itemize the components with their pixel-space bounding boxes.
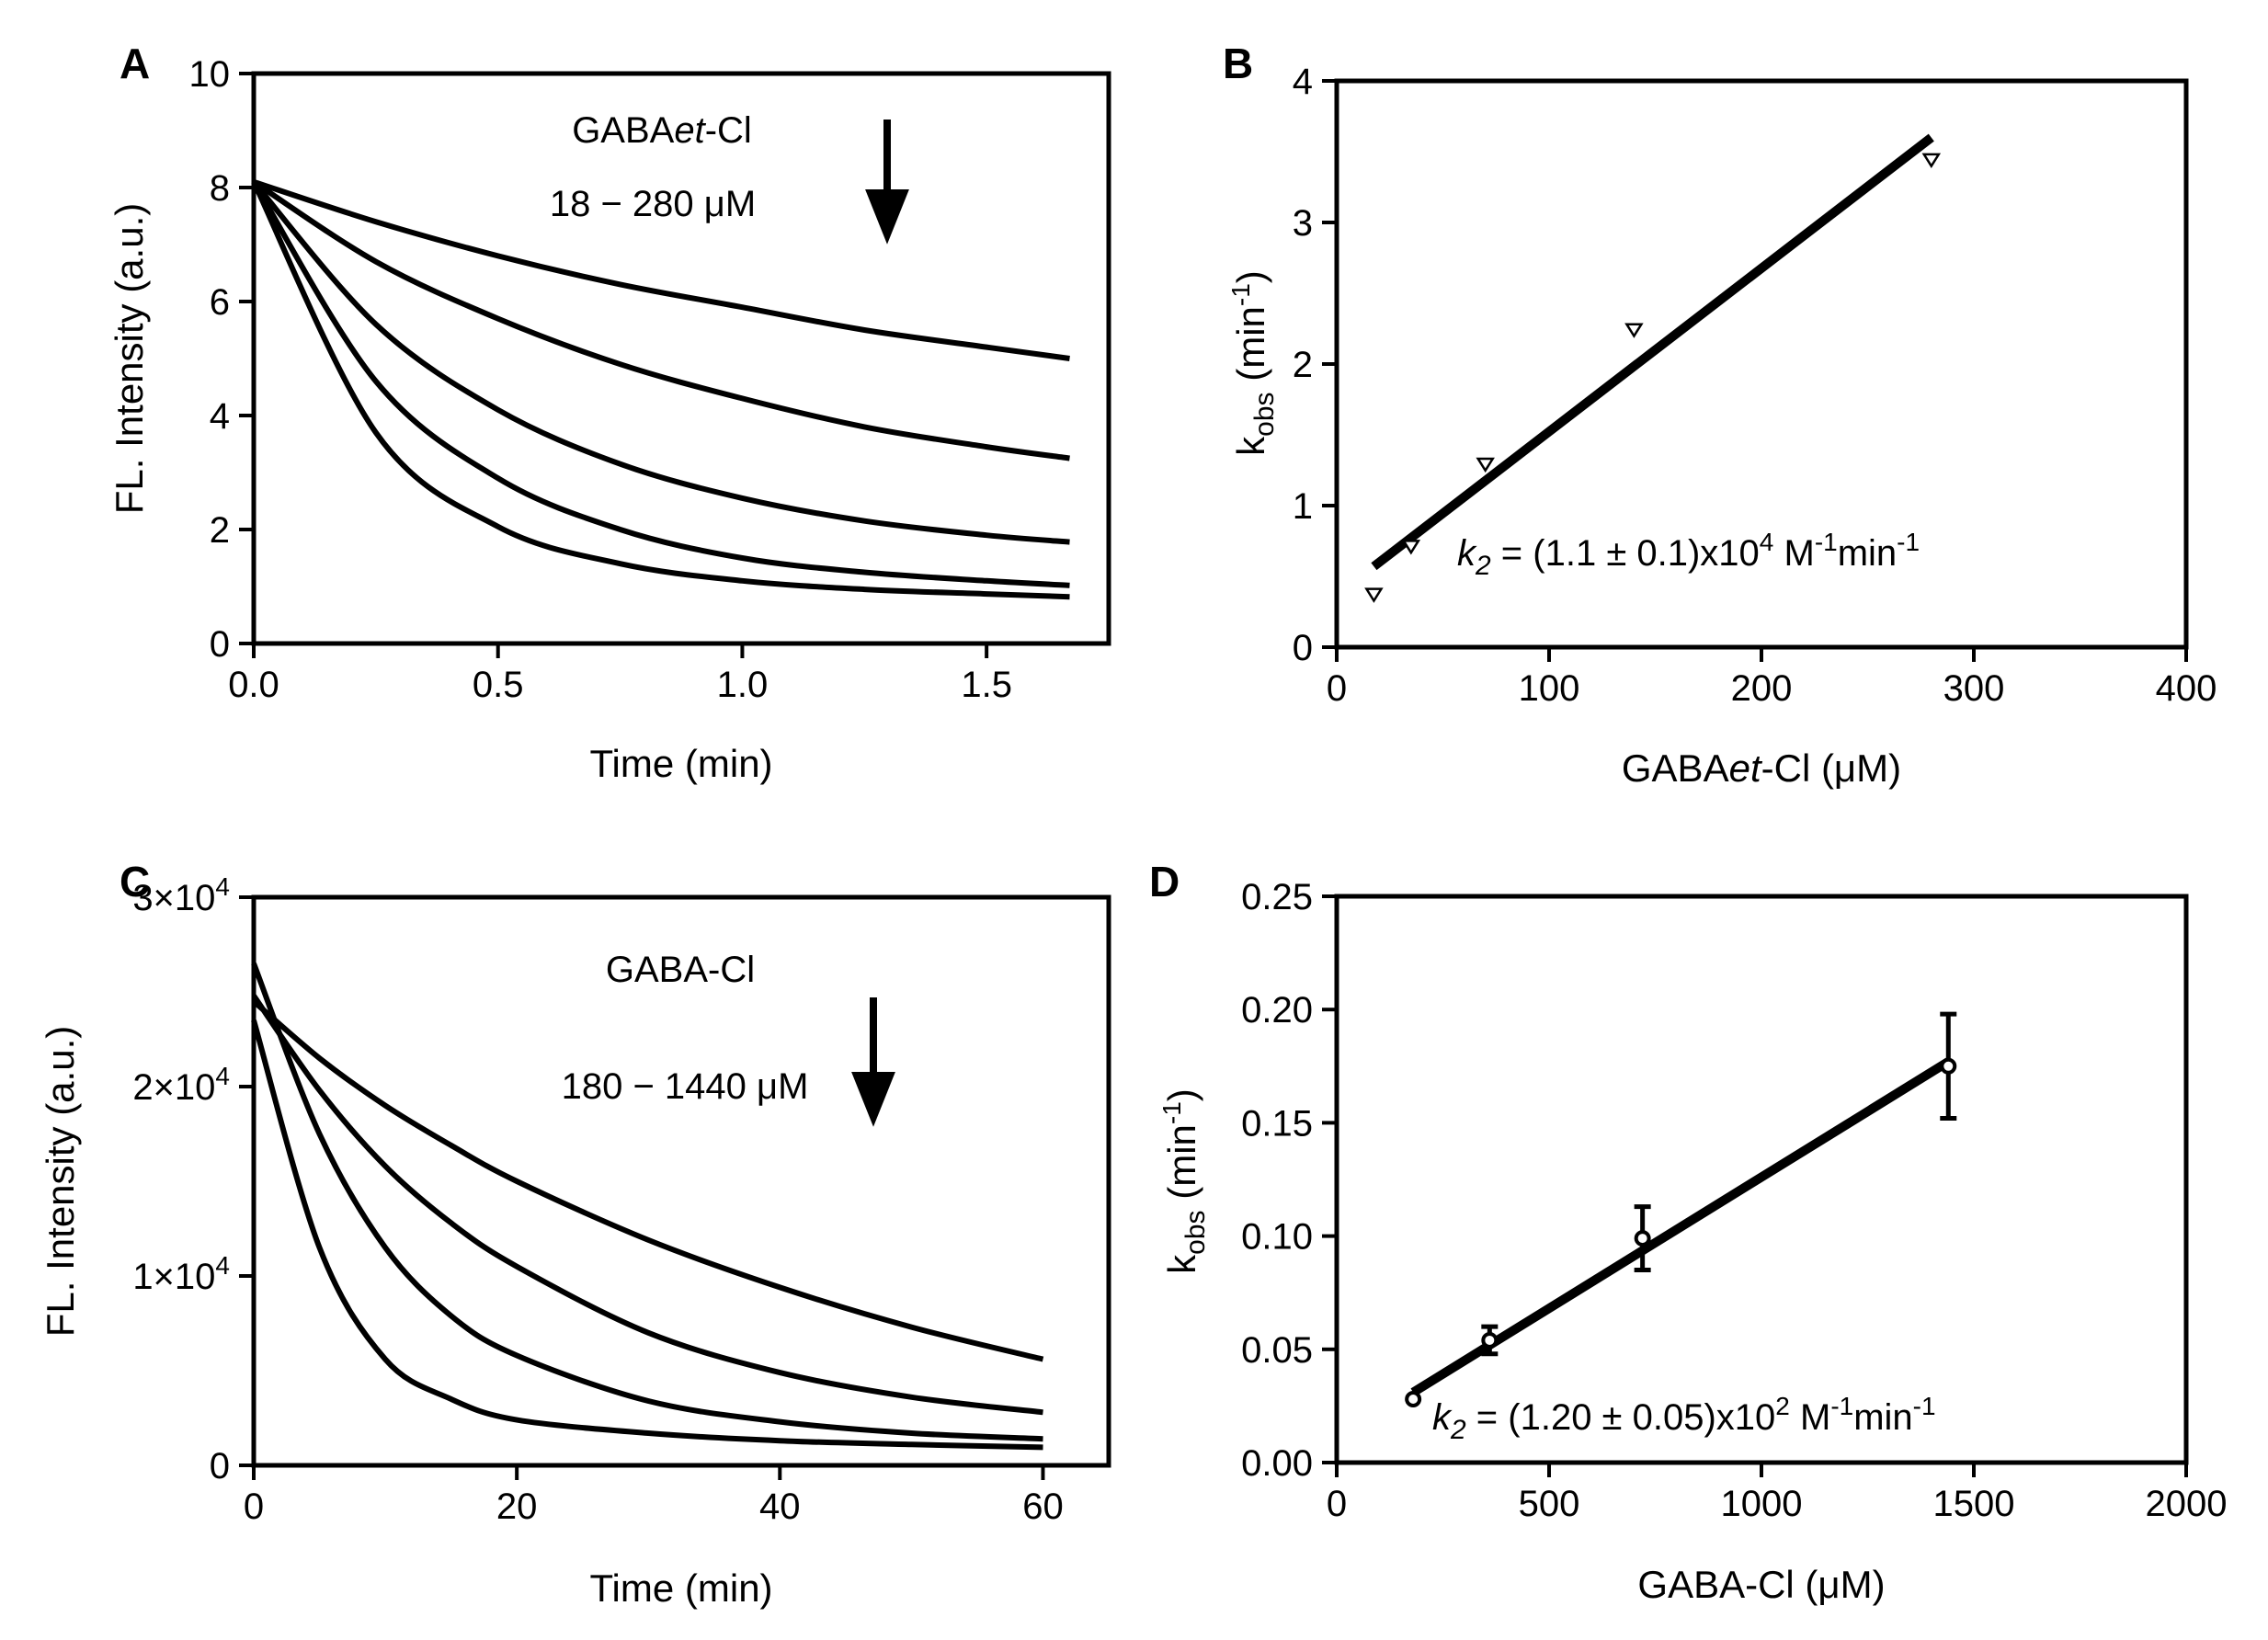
panel-c: C 0 20 40 60 0 1×104 2×104 3×104 Time (min) FL.… bbox=[39, 858, 1111, 1610]
decay-curve-1 bbox=[253, 178, 1070, 361]
panel-b-k2-annotation: k2 = (1.1 ± 0.1)x104 M-1min-1 bbox=[1457, 528, 1920, 581]
panel-d-ticks: 0 500 1000 1500 2000 0.00 0.05 0.10 0.15 0.20 0.25 bbox=[1241, 877, 2227, 1524]
decay-curve-2 bbox=[252, 179, 1070, 461]
panel-b-xlabel: GABAet-Cl (μM) bbox=[1622, 746, 1901, 790]
panel-d-fit bbox=[1410, 1057, 1951, 1396]
x-tick-label: 0.5 bbox=[473, 665, 524, 705]
panel-b-markers bbox=[1364, 153, 1942, 603]
panel-a-arrow-icon bbox=[865, 120, 909, 245]
x-tick-label: 60 bbox=[1022, 1486, 1064, 1527]
x-tick-label: 20 bbox=[496, 1486, 538, 1527]
y-tick-label: 3×104 bbox=[132, 872, 230, 918]
data-point bbox=[1624, 323, 1644, 338]
panel-c-ticks: 0 20 40 60 0 1×104 2×104 3×104 bbox=[132, 872, 1063, 1527]
panel-d-markers bbox=[1405, 1057, 1957, 1408]
panel-a-annotation-compound: GABAet-Cl bbox=[572, 110, 752, 151]
x-tick-label: 1.0 bbox=[717, 665, 769, 705]
decay-curve-5 bbox=[251, 180, 1070, 600]
panel-letter-d: D bbox=[1149, 858, 1180, 905]
decay-curve-3 bbox=[251, 962, 1043, 1442]
x-tick-label: 0.0 bbox=[228, 665, 279, 705]
panel-a-ticks: 0.0 0.5 1.0 1.5 0 2 4 6 8 10 bbox=[189, 54, 1012, 705]
panel-c-frame bbox=[251, 894, 1111, 1468]
x-tick-label: 500 bbox=[1519, 1484, 1580, 1524]
panel-c-annotation-range: 180 − 1440 μM bbox=[562, 1066, 809, 1107]
x-tick-label: 300 bbox=[1943, 668, 2005, 709]
panel-letter-c: C bbox=[120, 858, 150, 905]
fit-line bbox=[1410, 1057, 1951, 1396]
panel-a-xlabel: Time (min) bbox=[589, 742, 772, 785]
panel-a: A 0.0 0.5 1.0 1.5 0 2 4 6 8 10 Time (min) FL. Int… bbox=[108, 40, 1111, 785]
decay-curve-4 bbox=[251, 180, 1070, 588]
panel-d: D 0 500 1000 1500 2000 0.00 0.05 0.10 0.15 0.20 0.… bbox=[1149, 858, 2227, 1606]
y-tick-label: 3 bbox=[1293, 203, 1313, 244]
y-tick-label: 0 bbox=[1293, 628, 1313, 668]
panel-b-ticks: 0 100 200 300 400 0 1 2 3 4 bbox=[1293, 62, 2217, 709]
data-point bbox=[1634, 1230, 1651, 1247]
y-tick-label: 2 bbox=[210, 510, 230, 551]
panel-c-ylabel: FL. Intensity (a.u.) bbox=[39, 1026, 82, 1337]
y-tick-label: 1 bbox=[1293, 486, 1313, 527]
y-tick-label: 2 bbox=[1293, 345, 1313, 385]
y-tick-label: 10 bbox=[189, 54, 231, 95]
panel-d-xlabel: GABA-Cl (μM) bbox=[1637, 1563, 1885, 1606]
y-tick-label: 0.25 bbox=[1241, 877, 1313, 917]
y-tick-label: 8 bbox=[210, 168, 230, 209]
data-point bbox=[1364, 587, 1384, 603]
x-tick-label: 0 bbox=[1327, 1484, 1347, 1524]
y-tick-label: 2×104 bbox=[132, 1062, 230, 1108]
y-tick-label: 0.05 bbox=[1241, 1330, 1313, 1371]
panel-letter-b: B bbox=[1223, 40, 1253, 87]
panel-d-k2-annotation: k2 = (1.20 ± 0.05)x102 M-1min-1 bbox=[1432, 1392, 1936, 1445]
data-point bbox=[1476, 457, 1495, 473]
data-point bbox=[1481, 1331, 1499, 1349]
x-tick-label: 0 bbox=[244, 1486, 264, 1527]
panel-c-xlabel: Time (min) bbox=[589, 1566, 772, 1610]
decay-curve-2 bbox=[251, 994, 1043, 1416]
data-point bbox=[1401, 540, 1421, 555]
x-tick-label: 200 bbox=[1731, 668, 1793, 709]
x-tick-label: 2000 bbox=[2146, 1484, 2228, 1524]
y-tick-label: 4 bbox=[210, 396, 230, 437]
panel-c-arrow-icon bbox=[851, 997, 895, 1127]
panel-c-annotation-compound: GABA-Cl bbox=[606, 950, 755, 990]
x-tick-label: 1.5 bbox=[961, 665, 1012, 705]
panel-a-annotation-range: 18 − 280 μM bbox=[550, 184, 756, 224]
y-tick-label: 0.20 bbox=[1241, 990, 1313, 1031]
panel-c-curves bbox=[251, 962, 1044, 1451]
x-tick-label: 40 bbox=[759, 1486, 801, 1527]
y-tick-label: 0 bbox=[210, 1446, 230, 1486]
y-tick-label: 0 bbox=[210, 624, 230, 665]
decay-curve-4 bbox=[251, 1019, 1043, 1451]
x-tick-label: 1500 bbox=[1933, 1484, 2015, 1524]
fit-line bbox=[1371, 133, 1934, 571]
y-tick-label: 0.00 bbox=[1241, 1443, 1313, 1484]
data-point bbox=[1921, 153, 1942, 169]
x-tick-label: 0 bbox=[1327, 668, 1347, 709]
panel-b-fit bbox=[1371, 133, 1934, 571]
x-tick-label: 100 bbox=[1519, 668, 1580, 709]
y-tick-label: 4 bbox=[1293, 62, 1313, 102]
data-point bbox=[1940, 1057, 1957, 1075]
data-point bbox=[1405, 1391, 1422, 1408]
y-tick-label: 6 bbox=[210, 282, 230, 323]
panel-a-curves bbox=[251, 178, 1070, 600]
x-tick-label: 400 bbox=[2156, 668, 2217, 709]
panel-letter-a: A bbox=[120, 40, 150, 87]
y-tick-label: 1×104 bbox=[132, 1251, 230, 1297]
y-tick-label: 0.10 bbox=[1241, 1217, 1313, 1258]
panel-a-ylabel: FL. Intensity (a.u.) bbox=[108, 203, 151, 514]
decay-curve-3 bbox=[251, 179, 1070, 545]
decay-curve-1 bbox=[252, 999, 1044, 1362]
panel-a-frame bbox=[251, 71, 1111, 646]
x-tick-label: 1000 bbox=[1721, 1484, 1803, 1524]
y-tick-label: 0.15 bbox=[1241, 1103, 1313, 1144]
